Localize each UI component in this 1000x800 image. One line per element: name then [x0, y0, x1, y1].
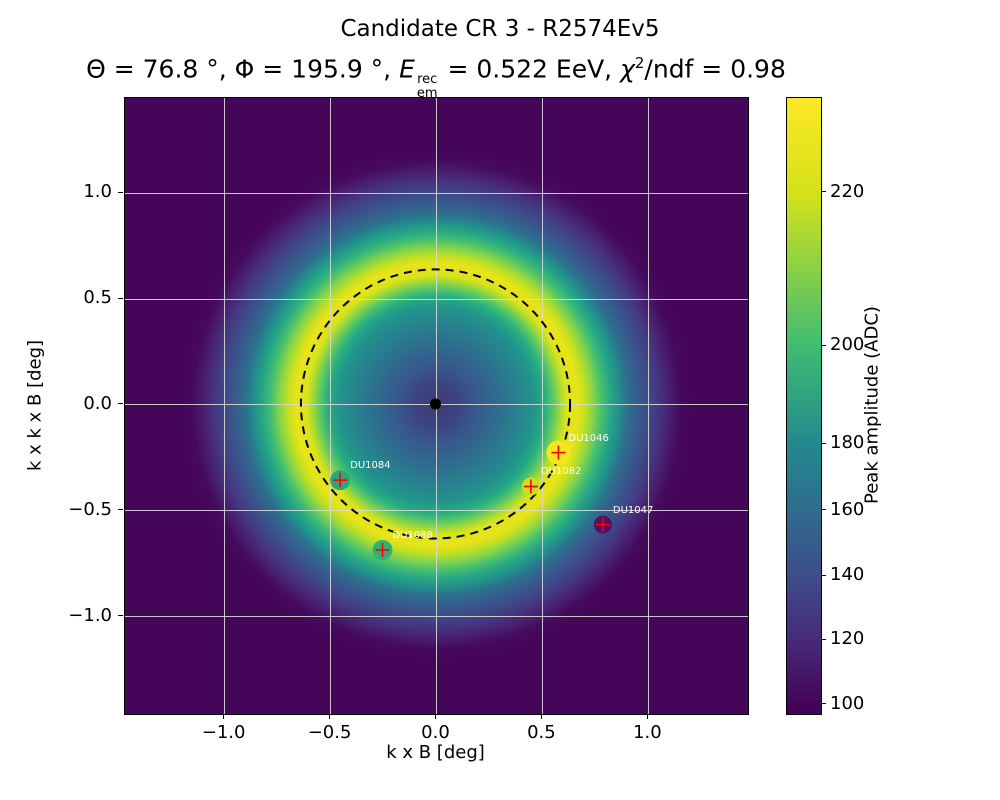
y-tick-mark — [118, 509, 123, 511]
x-tick-mark — [435, 714, 436, 719]
antenna-label: DU1046 — [568, 432, 609, 444]
y-tick-label: −1.0 — [68, 604, 112, 626]
y-tick-mark — [118, 615, 123, 617]
subtitle-angles: Θ = 76.8 °, Φ = 195.9 °, — [86, 54, 400, 84]
x-tick-label: −0.5 — [307, 722, 352, 743]
x-tick-mark — [646, 714, 648, 719]
colorbar-tick-label: 180 — [830, 432, 865, 454]
y-gridline — [125, 298, 748, 300]
antenna-label: DU1084 — [350, 460, 391, 472]
colorbar-tick-mark — [821, 442, 826, 444]
y-gridline — [125, 192, 748, 194]
colorbar-tick-label: 100 — [830, 692, 865, 714]
y-tick-label: −0.5 — [68, 498, 112, 520]
colorbar-tick-label: 200 — [830, 334, 865, 356]
colorbar-tick-label: 120 — [830, 628, 865, 650]
x-tick-label: 0.0 — [421, 722, 450, 743]
x-axis-label: k x B [deg] — [386, 742, 485, 763]
subtitle-energy-sup: rec — [417, 72, 438, 88]
y-axis-label: k x k x B [deg] — [24, 339, 46, 471]
colorbar-label: Peak amplitude (ADC) — [861, 306, 883, 504]
colorbar-tick-mark — [821, 574, 826, 576]
y-gridline — [125, 404, 748, 406]
colorbar-tick-mark — [821, 191, 826, 193]
subtitle-chi-symbol: χ — [620, 54, 635, 84]
x-tick-label: 1.0 — [633, 722, 662, 743]
antenna-label: DU1047 — [612, 504, 654, 516]
y-gridline — [125, 616, 748, 618]
y-tick-mark — [118, 403, 123, 405]
heatmap-plot-area — [124, 97, 749, 715]
x-tick-mark — [223, 714, 225, 719]
colorbar-tick-mark — [821, 703, 826, 705]
y-tick-label: 1.0 — [83, 181, 112, 203]
x-gridline — [541, 98, 543, 714]
subtitle-chi-value: /ndf = 0.98 — [644, 54, 786, 84]
y-tick-mark — [118, 191, 123, 193]
x-tick-label: 0.5 — [527, 722, 556, 743]
subtitle-energy-value: = 0.522 EeV, — [439, 54, 621, 84]
colorbar-tick-mark — [821, 509, 826, 511]
y-tick-label: 0.0 — [83, 392, 112, 414]
subtitle-energy-symbol: E — [399, 54, 415, 84]
colorbar-tick-label: 140 — [830, 564, 865, 586]
x-gridline — [330, 98, 332, 714]
x-tick-mark — [329, 714, 331, 719]
subtitle-energy-supsub: rec em — [417, 73, 438, 100]
x-tick-label: −1.0 — [201, 722, 246, 743]
y-gridline — [125, 510, 748, 512]
colorbar-tick-label: 220 — [830, 180, 865, 202]
y-tick-label: 0.5 — [83, 287, 112, 309]
subtitle-chi-exponent: 2 — [634, 54, 645, 72]
x-tick-mark — [540, 714, 542, 719]
plot-title: Candidate CR 3 - R2574Ev5 — [340, 16, 660, 42]
colorbar — [786, 97, 822, 715]
colorbar-tick-mark — [821, 638, 826, 640]
antenna-label: DU1088 — [392, 530, 433, 541]
y-tick-mark — [118, 297, 123, 299]
colorbar-tick-label: 160 — [830, 498, 865, 520]
subtitle-energy-sub: em — [416, 85, 438, 101]
antenna-label: DU1082 — [540, 466, 582, 478]
x-gridline — [224, 98, 226, 714]
x-gridline — [647, 98, 649, 714]
x-gridline — [436, 98, 437, 714]
colorbar-tick-mark — [821, 344, 826, 346]
